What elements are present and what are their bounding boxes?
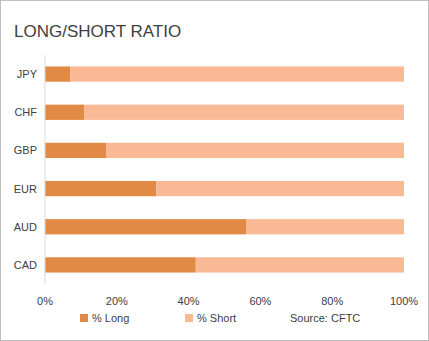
chart: LONG/SHORT RATIO JPY CHF GBP EUR AUD CAD 0% 20% 4… — [0, 0, 429, 341]
chart-frame — [1, 1, 429, 341]
legend-label: % Long — [92, 312, 129, 324]
category-label: GBP — [14, 144, 37, 156]
category-label: CAD — [14, 259, 37, 271]
bar-segment — [45, 105, 84, 120]
chart-container: LONG/SHORT RATIO JPY CHF GBP EUR AUD CAD 0% 20% 4… — [0, 0, 429, 341]
bar-segment — [45, 181, 156, 196]
bar-segment — [45, 219, 246, 234]
bars — [45, 66, 404, 272]
x-tick-label: 0% — [37, 295, 53, 307]
x-tick-label: 100% — [390, 295, 418, 307]
bar-segment — [246, 219, 404, 234]
category-label: JPY — [17, 68, 38, 80]
x-tick-label: 60% — [249, 295, 271, 307]
category-label: CHF — [14, 106, 37, 118]
bar-segment — [70, 66, 404, 81]
legend-label: % Short — [197, 312, 236, 324]
bar-segment — [45, 143, 106, 158]
x-tick-label: 40% — [178, 295, 200, 307]
legend-swatch — [185, 314, 193, 322]
bar-segment — [45, 257, 196, 272]
x-tick-label: 80% — [321, 295, 343, 307]
title: LONG/SHORT RATIO — [14, 22, 181, 41]
bar-segment — [196, 257, 404, 272]
x-tick-label: 20% — [106, 295, 128, 307]
annotation: Source: CFTC — [290, 312, 360, 324]
bar-segment — [84, 105, 404, 120]
bar-segment — [45, 66, 70, 81]
legend-swatch — [80, 314, 88, 322]
y-axis-line — [45, 55, 46, 284]
category-label: EUR — [14, 183, 37, 195]
category-label: AUD — [14, 221, 37, 233]
bar-segment — [106, 143, 404, 158]
bar-segment — [156, 181, 404, 196]
